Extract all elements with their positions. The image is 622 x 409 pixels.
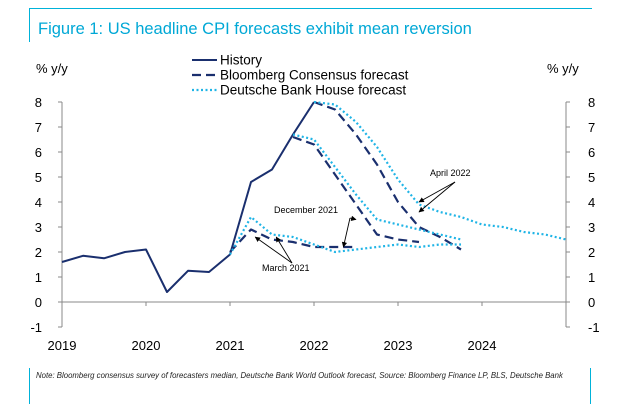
title-frame [29, 8, 592, 42]
series-line-db-april-2022 [313, 100, 567, 241]
y-axis-unit-left: % y/y [36, 61, 68, 76]
series-line-db-december-2021 [292, 133, 462, 241]
annotation-arrow [341, 217, 351, 248]
y-tick-label-right: 5 [588, 170, 595, 185]
y-tick-label-right: 1 [588, 270, 595, 285]
y-tick-label-right: 6 [588, 145, 595, 160]
y-tick-label-left: 6 [35, 145, 42, 160]
note-frame-left [29, 368, 30, 404]
y-tick-label-left: 2 [35, 245, 42, 260]
note-frame-right [590, 368, 591, 404]
x-tick-label: 2024 [468, 338, 497, 353]
annotation-arrow [418, 181, 456, 203]
x-tick-label: 2023 [384, 338, 413, 353]
y-tick-label-right: 8 [588, 95, 595, 110]
legend-label-history: History [220, 53, 262, 68]
legend-label-db: Deutsche Bank House forecast [220, 83, 406, 98]
y-tick-label-left: -1 [30, 320, 42, 335]
y-tick-label-left: 5 [35, 170, 42, 185]
y-axis-unit-right: % y/y [547, 61, 579, 76]
y-tick-label-left: 1 [35, 270, 42, 285]
annotation-label: March 2021 [262, 263, 310, 273]
y-tick-label-left: 4 [35, 195, 42, 210]
annotation-arrow [254, 236, 293, 264]
annotation-label: April 2022 [430, 168, 471, 178]
source-note: Note: Bloomberg consensus survey of fore… [36, 371, 563, 380]
chart-title: Figure 1: US headline CPI forecasts exhi… [38, 20, 472, 38]
series-line-bloomberg-december-2021 [292, 135, 420, 244]
series-line-bloomberg-april-2022 [313, 100, 462, 251]
x-tick-label: 2021 [216, 338, 245, 353]
y-tick-label-left: 3 [35, 220, 42, 235]
y-tick-label-right: -1 [588, 320, 600, 335]
annotation-arrow [418, 181, 456, 213]
annotation-label: December 2021 [274, 205, 338, 215]
y-tick-label-left: 0 [35, 295, 42, 310]
annotation-arrow [349, 215, 357, 221]
legend-label-bloomberg: Bloomberg Consensus forecast [220, 68, 409, 83]
y-tick-label-left: 8 [35, 95, 42, 110]
y-tick-label-right: 4 [588, 195, 595, 210]
x-tick-label: 2022 [300, 338, 329, 353]
series-line-history [61, 101, 315, 293]
x-tick-label: 2019 [48, 338, 77, 353]
y-tick-label-right: 3 [588, 220, 595, 235]
series-line-bloomberg-march-2021 [229, 228, 356, 253]
annotation-arrow [275, 236, 293, 264]
y-tick-label-left: 7 [35, 120, 42, 135]
x-tick-label: 2020 [132, 338, 161, 353]
y-tick-label-right: 0 [588, 295, 595, 310]
y-tick-label-right: 7 [588, 120, 595, 135]
y-tick-label-right: 2 [588, 245, 595, 260]
